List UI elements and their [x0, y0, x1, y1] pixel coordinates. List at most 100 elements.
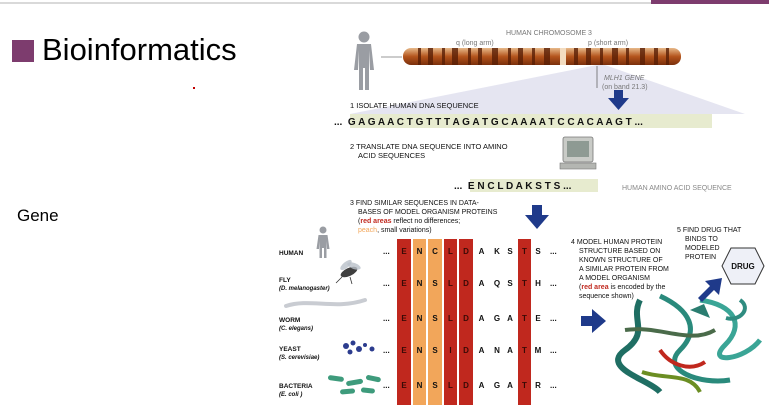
organism-species: (C. elegans): [279, 326, 313, 332]
step4-red-rest: is encoded by the: [609, 284, 666, 291]
alignment-highlights: [397, 239, 531, 405]
organism-species: (D. melanogaster): [279, 286, 330, 292]
sequence-ellipsis: ...: [383, 314, 390, 323]
amino-acid-letter: A: [507, 381, 513, 390]
amino-acid-letter: M: [535, 346, 542, 355]
arrow-diagonal-icon: [698, 278, 722, 302]
step4-line: sequence shown): [579, 293, 634, 300]
step5-line: PROTEIN: [685, 254, 716, 261]
organism-name: FLY: [279, 277, 291, 284]
amino-acid-letter: D: [463, 314, 469, 323]
amino-acid-letter: E: [401, 381, 407, 390]
amino-acid-letter: L: [448, 381, 453, 390]
amino-acid-letter: A: [479, 314, 485, 323]
step3-peach-rest: , small variations): [377, 227, 431, 234]
amino-acid-letter: S: [432, 279, 438, 288]
human-small-icon: [316, 226, 330, 258]
amino-acid-letter: L: [448, 314, 453, 323]
amino-acid-letter: A: [507, 346, 513, 355]
amino-acid-letter: N: [417, 247, 423, 256]
amino-acid-letter: N: [417, 346, 423, 355]
amino-acid-letter: N: [417, 279, 423, 288]
amino-acid-letter: T: [522, 279, 527, 288]
arrow-down-icon: [525, 205, 549, 229]
step2-label-line1: 2 TRANSLATE DNA SEQUENCE INTO AMINO: [350, 142, 508, 151]
step3-red-term: red areas: [360, 218, 391, 225]
amino-acid-letter: A: [507, 314, 513, 323]
amino-acid-letter: E: [401, 279, 407, 288]
amino-acid-letter: S: [432, 346, 438, 355]
amino-acid-letter: R: [535, 381, 541, 390]
amino-acid-letter: S: [507, 279, 513, 288]
protein-model-icon: [615, 293, 762, 395]
amino-acid-letter: N: [494, 346, 500, 355]
dna-band: [350, 114, 712, 128]
step3-peach-term: peach: [358, 227, 377, 234]
amino-acid-letter: S: [535, 247, 541, 256]
bacteria-icon: [327, 375, 381, 395]
amino-acid-letter: C: [432, 247, 438, 256]
organism-name: WORM: [279, 317, 300, 324]
arrow-right-icon: [581, 309, 606, 333]
amino-acid-letter: Q: [494, 279, 500, 288]
gene-name-label: MLH1 GENE: [604, 75, 645, 82]
gene-label: Gene: [17, 206, 59, 225]
sequence-ellipsis: ...: [550, 247, 557, 256]
dna-sequence: ... G A G A A C T G T T T A G A T G C A …: [334, 117, 643, 128]
step1-label: 1 ISOLATE HUMAN DNA SEQUENCE: [350, 101, 479, 110]
amino-acid-letter: E: [401, 314, 407, 323]
organism-name: BACTERIA: [279, 383, 313, 390]
amino-acid-letter: T: [522, 314, 527, 323]
sequence-ellipsis: ...: [550, 381, 557, 390]
amino-acid-letter: L: [448, 279, 453, 288]
q-arm-label: q (long arm): [456, 40, 494, 47]
chromosome-title: HUMAN CHROMOSOME 3: [506, 30, 592, 37]
sequence-ellipsis: ...: [550, 346, 557, 355]
sequence-ellipsis: ...: [383, 381, 390, 390]
svg-text:peach, small variations): peach, small variations): [358, 227, 432, 234]
drug-hexagon: DRUG: [721, 247, 765, 285]
amino-acid-letter: D: [463, 346, 469, 355]
fly-icon: [335, 259, 361, 285]
sequence-ellipsis: ...: [550, 279, 557, 288]
top-accent-bar: [651, 0, 769, 4]
organism-name: HUMAN: [279, 250, 303, 257]
svg-text:(red areas reflect no differen: (red areas reflect no differences;: [358, 218, 460, 225]
step4-line: STRUCTURE BASED ON: [579, 248, 660, 255]
stray-dot: [193, 87, 195, 89]
human-silhouette-icon: [354, 31, 374, 90]
drug-label: DRUG: [731, 262, 755, 271]
step3-label-line2: BASES OF MODEL ORGANISM PROTEINS: [358, 209, 498, 216]
step2-label-line2: ACID SEQUENCES: [358, 151, 425, 160]
step5-line: 5 FIND DRUG THAT: [677, 227, 742, 234]
amino-acid-letter: T: [522, 346, 527, 355]
amino-acid-letter: A: [479, 279, 485, 288]
sequence-ellipsis: ...: [383, 346, 390, 355]
step5-line: BINDS TO: [685, 236, 718, 243]
amino-acid-letter: G: [494, 381, 500, 390]
amino-acid-letter: I: [449, 346, 451, 355]
step4-line: KNOWN STRUCTURE OF: [579, 257, 663, 264]
slide-title: Bioinformatics: [42, 32, 237, 67]
amino-acid-letter: L: [448, 247, 453, 256]
amino-acid-letter: A: [479, 346, 485, 355]
amino-acid-letter: D: [463, 247, 469, 256]
step5-line: MODELED: [685, 245, 720, 252]
p-arm-label: p (short arm): [588, 40, 628, 47]
organism-name: YEAST: [279, 346, 301, 353]
amino-caption: HUMAN AMINO ACID SEQUENCE: [622, 185, 732, 192]
amino-band: [470, 179, 598, 192]
amino-acid-letter: T: [522, 247, 527, 256]
top-rule: [0, 2, 769, 4]
svg-text:(red area is encoded by the: (red area is encoded by the: [579, 284, 666, 291]
arrow-down-icon: [608, 90, 629, 110]
amino-acid-letter: S: [507, 247, 513, 256]
amino-acid-letter: K: [494, 247, 500, 256]
zoom-wedge: [350, 65, 745, 114]
sequence-ellipsis: ...: [383, 247, 390, 256]
step4-block: 4 MODEL HUMAN PROTEIN STRUCTURE BASED ON…: [571, 239, 669, 300]
organism-species: (S. cerevisiae): [279, 355, 319, 361]
worm-icon: [284, 298, 367, 308]
amino-acid-letter: D: [463, 279, 469, 288]
sequence-ellipsis: ...: [550, 314, 557, 323]
